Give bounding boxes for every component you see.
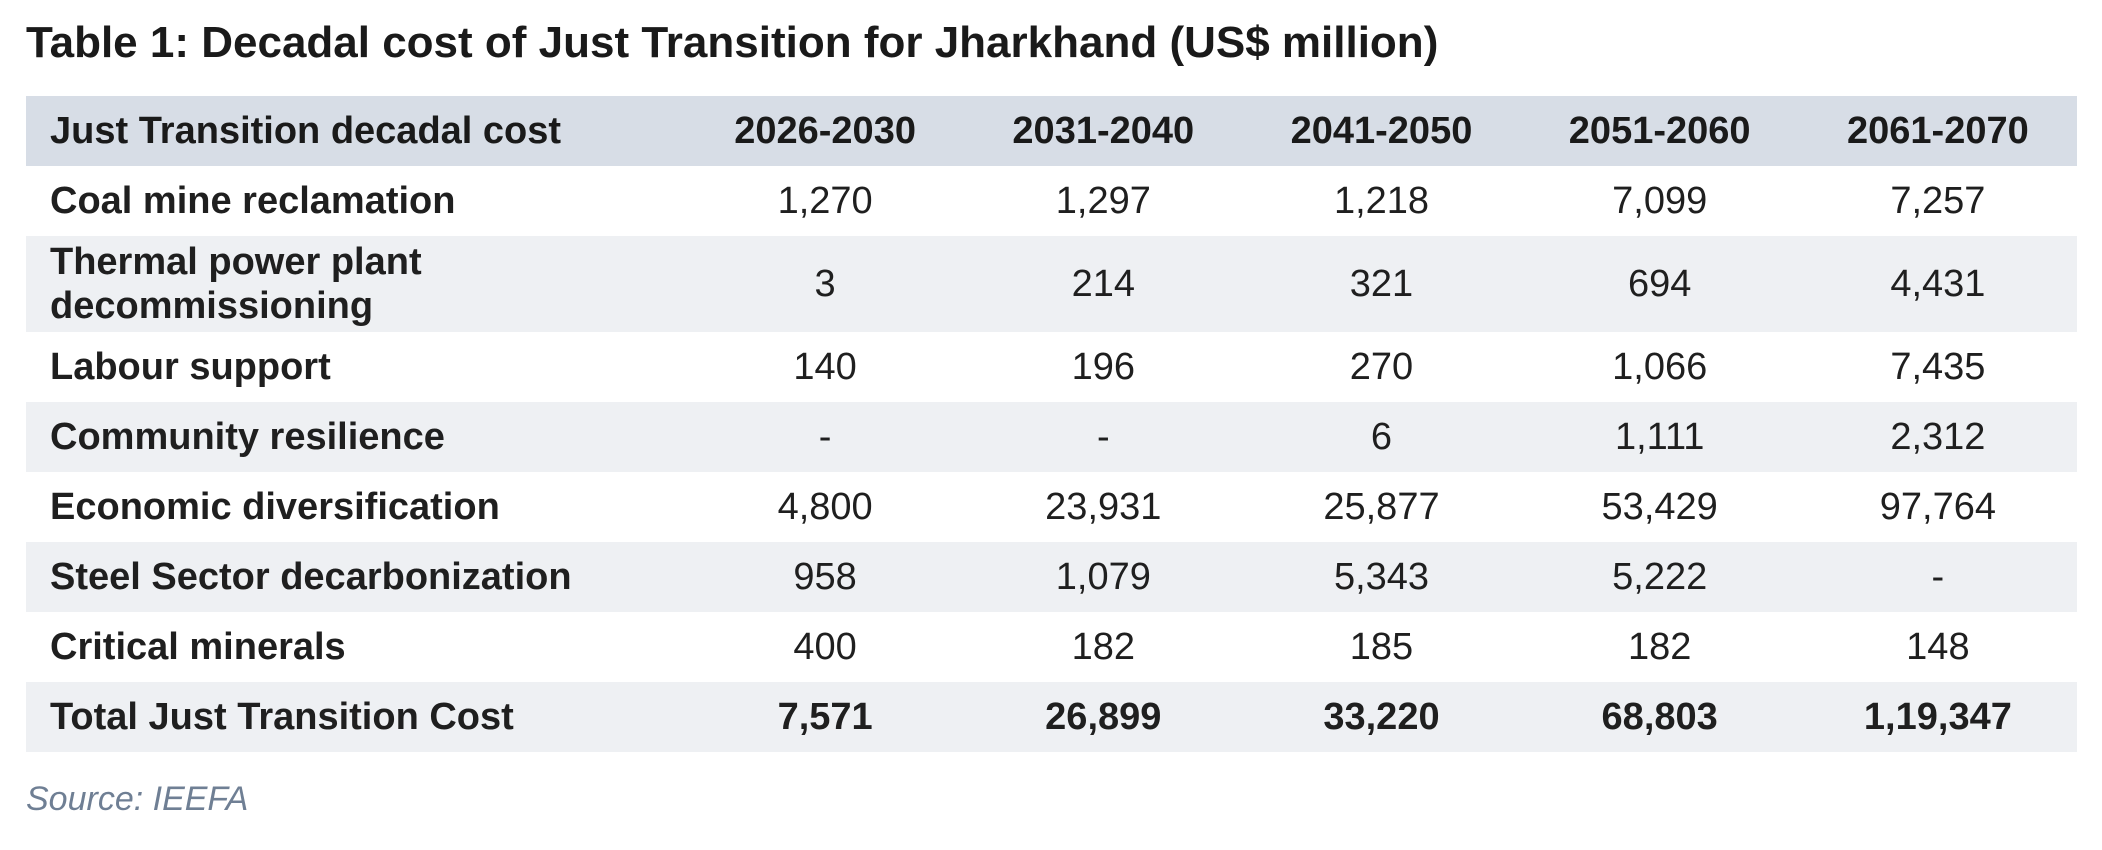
table-row: Labour support 140 196 270 1,066 7,435 xyxy=(26,332,2077,402)
table-cell: 5,343 xyxy=(1333,555,1430,598)
row-label: Coal mine reclamation xyxy=(50,179,456,222)
source-note: Source: IEEFA xyxy=(26,780,249,818)
table-row: Economic diversification 4,800 23,931 25… xyxy=(26,472,2077,542)
table-cell: 1,066 xyxy=(1612,345,1708,388)
column-header: 2026-2030 xyxy=(734,109,916,152)
row-label: Community resilience xyxy=(50,415,445,458)
table-cell: 7,435 xyxy=(1890,345,1986,388)
table-cell: 53,429 xyxy=(1601,485,1718,528)
table-cell: 185 xyxy=(1349,625,1414,668)
table-cell: - xyxy=(1096,415,1110,458)
column-header: Just Transition decadal cost xyxy=(50,109,562,152)
table-cell: 148 xyxy=(1906,625,1970,668)
row-label: Labour support xyxy=(50,345,331,388)
row-label: Thermal power plant decommissioning xyxy=(26,236,686,332)
cost-table: Just Transition decadal cost 2026-2030 2… xyxy=(26,96,2077,752)
table-row: Critical minerals 400 182 185 182 148 xyxy=(26,612,2077,682)
column-header: 2041-2050 xyxy=(1290,109,1473,152)
table-cell: 140 xyxy=(793,345,857,388)
table-cell: 1,111 xyxy=(1614,415,1705,458)
row-label: Critical minerals xyxy=(50,625,346,668)
table-cell: 2,312 xyxy=(1890,415,1986,458)
total-cell: 68,803 xyxy=(1601,695,1718,738)
table-cell: 7,099 xyxy=(1612,179,1708,222)
table-cell: 270 xyxy=(1349,345,1414,388)
table-cell: 25,877 xyxy=(1323,485,1440,528)
table-cell: 4,800 xyxy=(777,485,873,528)
table-cell: - xyxy=(818,415,832,458)
row-label: Steel Sector decarbonization xyxy=(50,555,572,598)
table-cell: 7,257 xyxy=(1890,179,1986,222)
total-cell: 26,899 xyxy=(1045,695,1162,738)
table-cell: 5,222 xyxy=(1612,555,1708,598)
table-cell: 694 xyxy=(1627,262,1692,305)
total-cell: 33,220 xyxy=(1323,695,1440,738)
table-row: Thermal power plant decommissioning 3 21… xyxy=(26,236,2077,332)
table-cell: 182 xyxy=(1627,625,1692,668)
table-cell: 182 xyxy=(1071,625,1135,668)
total-cell: 7,571 xyxy=(777,695,873,738)
row-label: Economic diversification xyxy=(50,485,500,528)
total-cell: 1,19,347 xyxy=(1863,695,2012,738)
column-header: 2031-2040 xyxy=(1012,109,1195,152)
table-cell: 97,764 xyxy=(1879,485,1996,528)
table-cell: 1,079 xyxy=(1055,555,1151,598)
table-cell: 23,931 xyxy=(1045,485,1162,528)
column-header: 2051-2060 xyxy=(1568,109,1751,152)
table-cell: 1,218 xyxy=(1333,179,1430,222)
table-header-row: Just Transition decadal cost 2026-2030 2… xyxy=(26,96,2077,166)
table-cell: 321 xyxy=(1349,262,1414,305)
table-cell: 214 xyxy=(1071,262,1135,305)
table-cell: 400 xyxy=(793,625,857,668)
table-title: Table 1: Decadal cost of Just Transition… xyxy=(26,18,1439,67)
column-header: 2061-2070 xyxy=(1847,109,2029,152)
table-row: Community resilience - - 6 1,111 2,312 xyxy=(26,402,2077,472)
table-cell: 196 xyxy=(1071,345,1135,388)
table-cell: 1,297 xyxy=(1055,179,1151,222)
table-row: Steel Sector decarbonization 958 1,079 5… xyxy=(26,542,2077,612)
total-row: Total Just Transition Cost 7,571 26,899 … xyxy=(26,682,2077,752)
table-cell: - xyxy=(1931,555,1945,598)
table-cell: 6 xyxy=(1370,415,1393,458)
table-cell: 1,270 xyxy=(777,179,873,222)
row-label-text: Thermal power plant decommissioning xyxy=(50,241,422,327)
table-row: Coal mine reclamation 1,270 1,297 1,218 … xyxy=(26,166,2077,236)
table-cell: 958 xyxy=(793,555,857,598)
row-label: Total Just Transition Cost xyxy=(50,695,514,738)
table-cell: 4,431 xyxy=(1890,262,1986,305)
table-cell: 3 xyxy=(814,262,836,305)
